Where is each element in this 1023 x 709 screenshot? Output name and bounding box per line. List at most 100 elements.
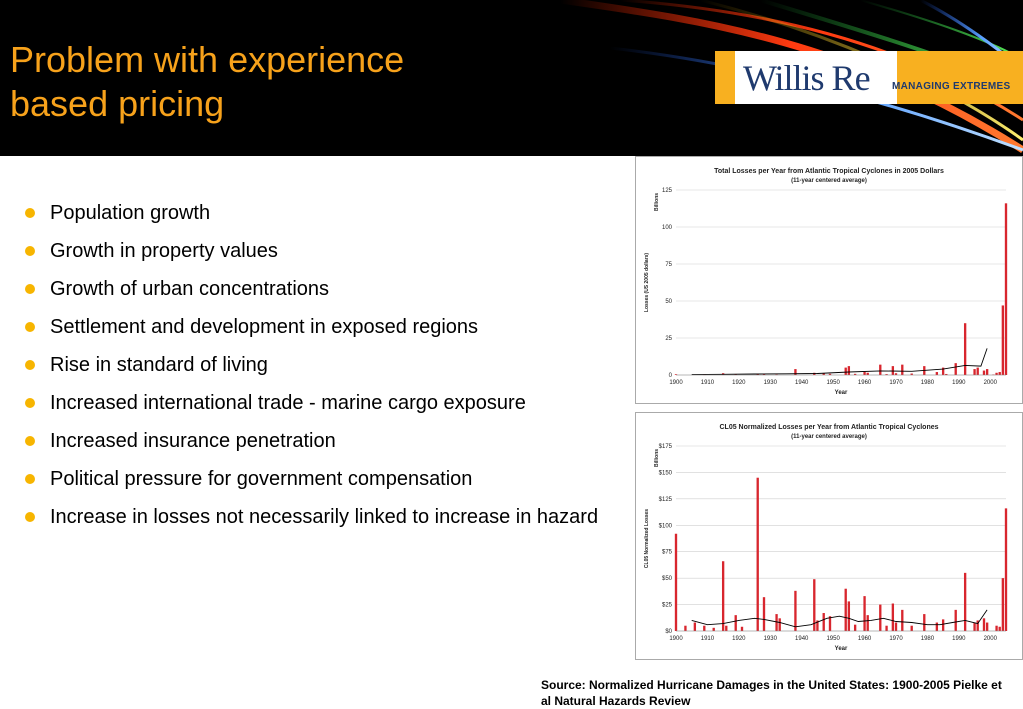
y-tick-label: $25 bbox=[662, 603, 673, 609]
bar bbox=[894, 622, 898, 631]
y-tick-label: 0 bbox=[669, 373, 673, 379]
x-tick-label: 1950 bbox=[826, 380, 840, 386]
bullet-item: Settlement and development in exposed re… bbox=[25, 313, 625, 341]
bar bbox=[740, 626, 744, 631]
bullet-text: Increased international trade - marine c… bbox=[50, 392, 526, 414]
bullet-item: Increased international trade - marine c… bbox=[25, 389, 625, 417]
x-axis-label: Year bbox=[835, 646, 848, 652]
bar bbox=[703, 625, 706, 631]
bar bbox=[973, 622, 976, 631]
bar bbox=[982, 370, 986, 375]
bar bbox=[721, 561, 725, 631]
bullet-dot-icon bbox=[25, 474, 35, 484]
bar bbox=[734, 615, 737, 631]
bar bbox=[693, 622, 697, 631]
bullet-dot-icon bbox=[25, 436, 35, 446]
bar bbox=[725, 625, 728, 631]
bar bbox=[923, 614, 926, 631]
x-tick-label: 1900 bbox=[669, 380, 683, 386]
bar bbox=[822, 373, 825, 375]
y-tick-label: $150 bbox=[659, 470, 673, 476]
unit-label: Billions bbox=[654, 193, 660, 211]
bar bbox=[863, 596, 866, 631]
bar bbox=[910, 625, 913, 631]
x-tick-label: 1960 bbox=[858, 380, 872, 386]
bar bbox=[954, 609, 957, 631]
bar bbox=[935, 622, 939, 631]
bar bbox=[1004, 203, 1008, 375]
bar bbox=[863, 372, 866, 375]
bullet-text: Political pressure for government compen… bbox=[50, 468, 473, 490]
logo-wordmark-box: Willis Re bbox=[735, 51, 897, 104]
bullet-item: Increased insurance penetration bbox=[25, 427, 625, 455]
bar bbox=[762, 597, 766, 631]
bullet-dot-icon bbox=[25, 398, 35, 408]
chart-total-losses: Total Losses per Year from Atlantic Trop… bbox=[635, 156, 1023, 404]
bar bbox=[794, 369, 797, 375]
slide-title: Problem with experience based pricing bbox=[10, 38, 404, 126]
bar bbox=[982, 618, 986, 631]
y-tick-label: $50 bbox=[662, 576, 673, 582]
x-tick-label: 1990 bbox=[952, 636, 966, 642]
bar bbox=[853, 373, 857, 375]
x-tick-label: 1920 bbox=[732, 636, 746, 642]
y-axis-label: Losses (US 2005 dollars) bbox=[644, 253, 650, 313]
x-tick-label: 1910 bbox=[701, 380, 715, 386]
bar bbox=[941, 619, 945, 631]
bar bbox=[822, 613, 825, 631]
y-tick-label: 125 bbox=[662, 188, 673, 194]
y-tick-label: $75 bbox=[662, 550, 673, 556]
bullet-text: Increase in losses not necessarily linke… bbox=[50, 506, 599, 528]
bullet-item: Rise in standard of living bbox=[25, 351, 625, 379]
slide-title-line2: based pricing bbox=[10, 83, 225, 124]
bar bbox=[995, 625, 998, 631]
x-tick-label: 1970 bbox=[889, 636, 903, 642]
bullet-item: Political pressure for government compen… bbox=[25, 465, 625, 493]
slide-title-line1: Problem with experience bbox=[10, 39, 405, 80]
chart-svg: Total Losses per Year from Atlantic Trop… bbox=[644, 168, 1008, 396]
bar bbox=[778, 618, 781, 631]
logo-wordmark: Willis Re bbox=[743, 58, 871, 98]
y-axis-label: CL05 Normalized Losses bbox=[644, 509, 650, 568]
bullet-item: Population growth bbox=[25, 199, 625, 227]
x-tick-label: 1920 bbox=[732, 380, 746, 386]
y-tick-label: $100 bbox=[659, 523, 673, 529]
y-tick-label: $0 bbox=[665, 629, 672, 635]
x-tick-label: 1970 bbox=[889, 380, 903, 386]
x-tick-label: 1900 bbox=[669, 636, 683, 642]
bullet-text: Growth of urban concentrations bbox=[50, 278, 330, 300]
bullet-dot-icon bbox=[25, 208, 35, 218]
bar bbox=[816, 620, 819, 631]
trend-line bbox=[691, 348, 988, 376]
willis-re-logo: Willis Re MANAGING EXTREMES bbox=[715, 51, 1023, 104]
chart-title: Total Losses per Year from Atlantic Trop… bbox=[714, 168, 944, 175]
bar bbox=[674, 374, 678, 375]
bar bbox=[985, 622, 989, 631]
bar bbox=[775, 614, 778, 631]
y-tick-label: 25 bbox=[665, 336, 672, 342]
bar bbox=[684, 625, 687, 631]
x-axis-label: Year bbox=[835, 390, 848, 396]
bar bbox=[866, 372, 869, 375]
bar bbox=[976, 367, 979, 375]
chart-svg: CL05 Normalized Losses per Year from Atl… bbox=[644, 424, 1008, 652]
bar bbox=[963, 323, 967, 375]
bullet-text: Population growth bbox=[50, 202, 211, 224]
bar bbox=[879, 364, 882, 375]
bar bbox=[734, 374, 737, 375]
header-banner: Problem with experience based pricing Wi… bbox=[0, 0, 1023, 156]
bullet-dot-icon bbox=[25, 512, 35, 522]
bar bbox=[866, 615, 869, 631]
bar bbox=[941, 367, 945, 375]
bullet-dot-icon bbox=[25, 246, 35, 256]
bullet-dot-icon bbox=[25, 360, 35, 370]
bar bbox=[998, 372, 1001, 375]
bar bbox=[847, 601, 851, 631]
bullet-text: Growth in property values bbox=[50, 240, 278, 262]
bullet-dot-icon bbox=[25, 284, 35, 294]
bullet-item: Growth of urban concentrations bbox=[25, 275, 625, 303]
bar bbox=[901, 609, 904, 631]
bar bbox=[853, 624, 857, 631]
bar bbox=[901, 364, 904, 375]
bar bbox=[985, 369, 989, 375]
